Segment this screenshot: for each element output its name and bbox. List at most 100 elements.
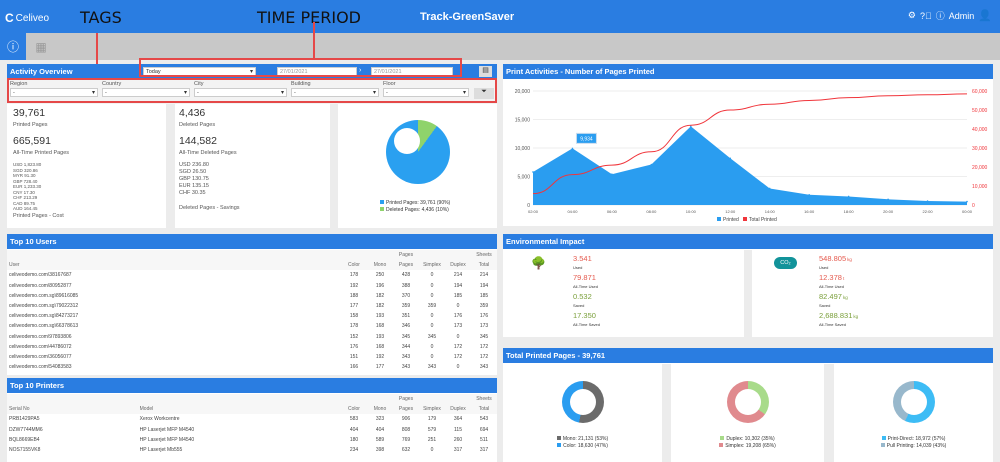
cost-item: CNY 17.30 [13,189,35,195]
table-row[interactable]: celiveodemo.com.sg\66378613 178 168 346 0 173… [7,321,497,331]
legend-item[interactable]: Mono: 21,131 (53%) [503,436,662,443]
table-row[interactable]: DZW7744MM6 HP Laserjet MFP M4540 404 404 808… [7,425,497,435]
table-row[interactable]: celiveodemo.com.sg\79022312 177 182 359 359 0… [7,301,497,311]
sub-nav: ⓘ ▦ [0,33,1000,60]
table-row[interactable]: celiveodemo.com\97893806 152 193 345 345 0 345 [7,332,497,342]
filter-select-city[interactable]: - [194,88,287,97]
env-label: All-Time Saved [819,322,846,327]
x-tick: 00:00 [962,209,973,214]
celiveo-logo[interactable]: C Celiveo [5,11,49,25]
table-row[interactable]: celiveodemo.com.sg\84273217 158 193 351 0 176… [7,311,497,321]
column-header-mono[interactable]: Mono [367,404,393,415]
activity-overview-panel: Activity Overview Today 27/01/2021 › 27/… [7,64,497,104]
table-cell: 632 [401,447,411,454]
table-cell: HP Laserjet MFP M4540 [139,426,195,433]
legend-item[interactable]: Deleted Pages: 4,436 (10%) [380,207,497,214]
table-cell: 192 [349,282,359,289]
filter-button[interactable]: ⏷ [474,88,494,99]
dashboard-tab-icon[interactable]: ⓘ [0,33,26,60]
legend-swatch [719,443,724,447]
env-label: Used [819,265,829,270]
table-cell: 188 [349,292,359,299]
total-printed-panel: Total Printed Pages - 39,761 [503,348,993,364]
table-cell: 0 [430,292,434,299]
env-value: 17.350 [573,311,596,320]
table-row[interactable]: celiveodemo.com\36056077 151 192 343 0 172 172 [7,352,497,362]
table-row[interactable]: celiveodemo.com\44786072 176 168 344 0 172 172 [7,342,497,352]
environmental-impact-title: Environmental Impact [503,234,993,249]
filter-label-floor: Floor [383,81,396,87]
table-cell: 398 [375,447,385,454]
table-row[interactable]: PRB1429PA5 Xerox Workcentre 583 323 906 179 36… [7,414,497,424]
legend-item[interactable]: Print-Direct: 18,972 (57%) [834,436,993,443]
export-icon[interactable]: ▤ [479,66,492,77]
legend-item[interactable]: Printed Pages: 39,761 (90%) [380,200,497,207]
column-header-user[interactable]: User [7,260,341,271]
table-cell: 351 [401,313,411,320]
column-header-total[interactable]: Total [471,260,497,271]
table-cell: 192 [375,353,385,360]
help-icon[interactable]: ?⃝ [920,10,932,21]
legend-item[interactable]: Simplex: 19,208 (65%) [671,443,824,450]
table-cell: 194 [453,282,463,289]
legend-label: Duplex: 10,302 (35%) [726,436,775,442]
column-header-color[interactable]: Color [341,260,367,271]
table-cell: 345 [401,333,411,340]
legend-printed[interactable]: Printed [723,217,739,223]
legend-item[interactable]: Pull Printing: 14,039 (43%) [834,443,993,450]
table-cell: 511 [480,436,488,443]
column-header-duplex[interactable]: Duplex [445,260,471,271]
column-header-color[interactable]: Color [341,404,367,415]
column-header-mono[interactable]: Mono [367,260,393,271]
column-header-model[interactable]: Model [137,404,341,415]
column-header-pages[interactable]: Pages [393,260,419,271]
table-row[interactable]: NOS7155VK8 HP Laserjet Mb555 234 398 632 0 317… [7,445,497,455]
table-cell: 343 [401,353,411,360]
filter-select-country[interactable]: - [102,88,190,97]
environmental-impact-panel: Environmental Impact [503,234,993,250]
legend-total-printed[interactable]: Total Printed [749,217,777,223]
filter-select-region[interactable]: - [10,88,98,97]
chart-tab-icon[interactable]: ▦ [35,39,47,54]
savings-label: Deleted Pages - Savings [179,205,240,211]
x-tick: 20:00 [883,209,894,214]
table-cell: 343 [401,364,411,371]
table-row[interactable]: celiveodemo.com\80952877 192 196 388 0 194 194 [7,281,497,291]
column-header-serial-no[interactable]: Serial No [7,404,138,415]
env-label: All-Time Used [819,284,844,289]
table-row[interactable]: celiveodemo.com\38167687 178 250 428 0 214 214 [7,270,497,280]
legend-item[interactable]: Color: 18,630 (47%) [503,443,662,450]
table-cell: 173 [479,323,489,330]
top-printers-table: Pages Sheets Serial No Model Color Mono Pages S… [7,394,497,455]
legend-label: Pull Printing: 14,039 (43%) [886,443,947,449]
gear-icon[interactable]: ⚙ [907,10,916,20]
user-name[interactable]: Admin [948,10,975,21]
table-row[interactable]: celiveodemo.com\54083583 166 177 343 343 0 343 [7,362,497,372]
info-icon[interactable]: ⓘ [935,11,945,21]
column-header-pages[interactable]: Pages [393,404,419,415]
filter-select-floor[interactable]: - [383,88,469,97]
table-cell: celiveodemo.com\54083583 [9,364,72,371]
column-header-simplex[interactable]: Simplex [419,260,445,271]
printed-pages-card: 39,761 Printed Pages 665,591 All-Time Pr… [7,104,166,228]
legend-item[interactable]: Duplex: 10,302 (35%) [671,436,824,443]
legend-swatch [881,436,886,440]
cost-item: CHF 213.29 [13,195,38,200]
x-tick: 04:00 [567,209,578,214]
table-row[interactable]: BQL8669EB4 HP Laserjet MFP M4540 180 589 769… [7,435,497,445]
table-cell: celiveodemo.com\80952877 [9,282,72,289]
user-icon[interactable]: 👤 [978,10,992,22]
direct-pull-card: Print-Direct: 18,972 (57%) Pull Printing:… [834,364,993,462]
legend-swatch [720,436,725,440]
column-header-simplex[interactable]: Simplex [419,404,445,415]
column-header-total[interactable]: Total [471,404,497,415]
printed-point [690,125,692,128]
column-header-duplex[interactable]: Duplex [445,404,471,415]
cost-item: EUR 1,233.30 [13,184,42,189]
alltime-deleted-label: All-Time Deleted Pages [179,150,237,156]
table-cell: celiveodemo.com\97893806 [9,333,72,340]
table-cell: celiveodemo.com.sg\79022312 [9,303,79,310]
printed-point [926,200,929,202]
filter-select-building[interactable]: - [291,88,379,97]
table-row[interactable]: celiveodemo.com.sg\89616085 188 182 370 0 185… [7,291,497,301]
